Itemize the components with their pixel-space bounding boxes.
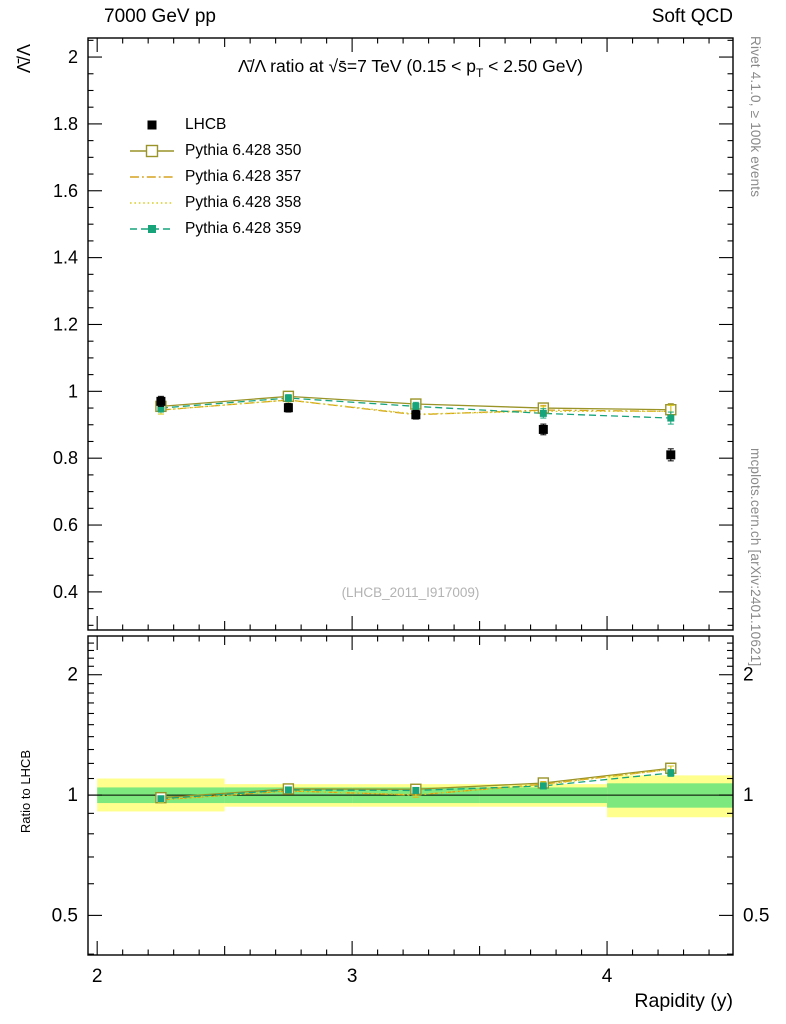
tick-label: 1.4 — [53, 248, 78, 268]
header-beam-info: 7000 GeV pp — [104, 6, 216, 27]
y-axis-label-ratio: Ratio to LHCB — [18, 750, 33, 834]
legend-line-swatch — [130, 144, 174, 158]
tick-label: 4 — [602, 966, 613, 987]
tick-label: 3 — [347, 966, 358, 987]
rivet-version-label: Rivet 4.1.0, ≥ 100k events — [748, 36, 763, 198]
analysis-id-watermark: (LHCB_2011_I917009) — [341, 585, 480, 600]
axis-tick-labels: 0.4 0.6 0.8 1 1.2 1.4 1.6 1.8 2 0.5 0.5 1 1 2 2 2 3 4 — [52, 47, 770, 987]
marker-filled-square — [538, 424, 548, 434]
ratio-panel-series — [155, 762, 677, 804]
legend-label: Pythia 6.428 358 — [185, 194, 302, 211]
marker-filled-square — [284, 786, 292, 794]
marker-filled-square — [412, 786, 420, 794]
main-panel-frame — [87, 37, 734, 631]
tick-label: 0.5 — [52, 905, 78, 926]
legend-item: LHCB — [129, 112, 301, 138]
legend: LHCB Pythia 6.428 350 Pythia 6.428 357 Pyth… — [129, 112, 301, 242]
panel-frames — [87, 37, 734, 956]
legend-item: Pythia 6.428 359 — [129, 216, 301, 242]
legend-label: Pythia 6.428 359 — [185, 220, 302, 237]
legend-item: Pythia 6.428 358 — [129, 190, 301, 216]
mcplots-attribution-label: mcplots.cern.ch [arXiv:2401.10621] — [748, 448, 763, 667]
plot-title: Λ̄/Λ ratio at √s̄=7 TeV (0.15 < pT < 2.5… — [88, 56, 733, 80]
tick-label: 1 — [68, 381, 78, 401]
legend-line-swatch — [130, 202, 174, 204]
header-process-group: Soft QCD — [651, 6, 733, 27]
marker-filled-square — [283, 403, 293, 413]
legend-label: LHCB — [185, 116, 227, 133]
tick-label: 0.8 — [53, 448, 78, 468]
marker-filled-square — [157, 404, 165, 412]
legend-item: Pythia 6.428 357 — [129, 164, 301, 190]
plot-title-text: Λ̄/Λ ratio at √s̄=7 TeV (0.15 < p — [238, 56, 476, 76]
marker-filled-square — [411, 410, 421, 420]
marker-filled-square — [157, 795, 165, 803]
marker-open-square — [145, 144, 159, 158]
tick-label: 1.2 — [53, 314, 78, 334]
tick-label: 1.8 — [53, 114, 78, 134]
main-panel-series — [155, 390, 677, 462]
legend-label: Pythia 6.428 357 — [185, 168, 302, 185]
tick-label: 1.6 — [53, 181, 78, 201]
marker-filled-square — [667, 769, 675, 777]
tick-label: 0.5 — [743, 905, 769, 926]
plot-title-tail: < 2.50 GeV) — [483, 56, 583, 76]
marker-filled-square — [666, 450, 676, 460]
marker-filled-square — [539, 782, 547, 790]
ratio-uncertainty-bands — [88, 775, 733, 818]
marker-filled-square — [667, 414, 675, 422]
marker-filled-square — [147, 120, 157, 130]
x-axis-label: Rapidity (y) — [634, 990, 733, 1012]
legend-item: Pythia 6.428 350 — [129, 138, 301, 164]
tick-label: 1 — [743, 785, 754, 806]
tick-label: 2 — [92, 966, 103, 987]
ratio-panel-frame — [87, 635, 734, 956]
tick-label: 2 — [67, 665, 78, 686]
marker-filled-square — [156, 396, 166, 406]
legend-marker-swatch — [147, 120, 157, 130]
plot-title-subscript: T — [475, 66, 484, 80]
legend-label: Pythia 6.428 350 — [185, 142, 302, 159]
legend-line-swatch — [130, 176, 174, 178]
tick-label: 0.6 — [53, 515, 78, 535]
tick-label: 0.4 — [53, 582, 78, 602]
marker-filled-square — [412, 402, 420, 410]
marker-filled-square — [539, 409, 547, 417]
marker-filled-square — [284, 394, 292, 402]
axis-ticks — [88, 38, 733, 955]
y-axis-label-main: Λ̄/Λ — [14, 44, 34, 74]
legend-line-swatch — [130, 225, 174, 233]
tick-label: 2 — [68, 47, 78, 67]
tick-label: 2 — [743, 665, 754, 686]
tick-label: 1 — [67, 785, 78, 806]
marker-filled-square — [148, 225, 156, 233]
